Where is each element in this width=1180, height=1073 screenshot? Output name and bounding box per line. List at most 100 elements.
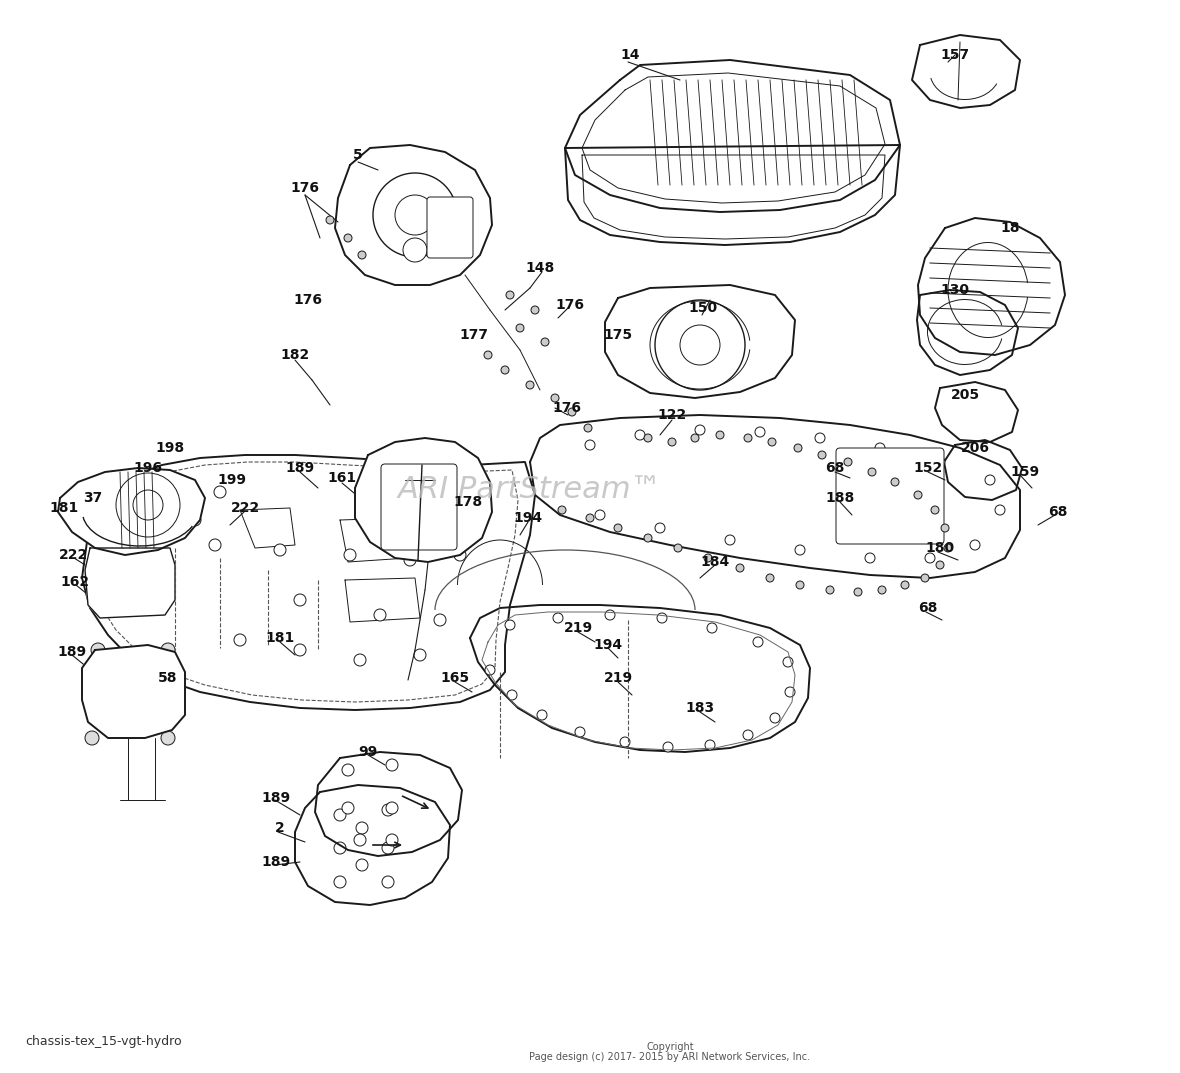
Text: 198: 198 [156, 441, 184, 455]
Text: 2: 2 [275, 821, 284, 835]
Circle shape [922, 574, 929, 582]
Circle shape [620, 737, 630, 747]
Polygon shape [335, 145, 492, 285]
Circle shape [294, 644, 306, 656]
Text: 189: 189 [286, 461, 315, 475]
Circle shape [644, 534, 653, 542]
Polygon shape [240, 508, 295, 548]
Polygon shape [85, 548, 175, 618]
Text: 199: 199 [217, 473, 247, 487]
Text: 219: 219 [603, 671, 632, 685]
Circle shape [925, 553, 935, 563]
Circle shape [794, 444, 802, 452]
Circle shape [485, 665, 494, 675]
Circle shape [274, 544, 286, 556]
Text: 194: 194 [594, 638, 623, 652]
Circle shape [345, 549, 356, 561]
Text: 183: 183 [686, 701, 715, 715]
Circle shape [691, 433, 699, 442]
Text: Page design (c) 2017- 2015 by ARI Network Services, Inc.: Page design (c) 2017- 2015 by ARI Networ… [530, 1052, 811, 1062]
Circle shape [484, 351, 492, 359]
Circle shape [674, 544, 682, 552]
Circle shape [970, 540, 981, 550]
Circle shape [356, 859, 368, 871]
Circle shape [507, 690, 517, 700]
Polygon shape [81, 645, 185, 738]
Text: 148: 148 [525, 261, 555, 275]
Circle shape [755, 427, 765, 437]
Polygon shape [565, 60, 900, 212]
Circle shape [844, 458, 852, 466]
Polygon shape [565, 145, 900, 245]
Text: 14: 14 [621, 48, 640, 62]
Circle shape [386, 802, 398, 814]
Circle shape [540, 338, 549, 346]
Circle shape [334, 842, 346, 854]
Circle shape [85, 731, 99, 745]
Text: 180: 180 [925, 541, 955, 555]
Circle shape [568, 408, 576, 416]
Text: 152: 152 [913, 461, 943, 475]
Circle shape [725, 535, 735, 545]
Circle shape [342, 764, 354, 776]
Text: 219: 219 [563, 621, 592, 635]
Text: 68: 68 [918, 601, 938, 615]
Circle shape [891, 477, 899, 486]
Circle shape [354, 834, 366, 846]
Circle shape [695, 425, 704, 435]
Circle shape [414, 649, 426, 661]
Circle shape [334, 876, 346, 888]
Circle shape [768, 438, 776, 446]
Circle shape [655, 523, 666, 533]
Circle shape [935, 457, 945, 467]
Circle shape [657, 613, 667, 623]
Circle shape [160, 731, 175, 745]
Text: 58: 58 [158, 671, 178, 685]
Circle shape [704, 740, 715, 750]
Circle shape [635, 430, 645, 440]
Circle shape [404, 238, 427, 262]
Circle shape [753, 637, 763, 647]
Circle shape [356, 822, 368, 834]
Text: chassis-tex_15-vgt-hydro: chassis-tex_15-vgt-hydro [25, 1035, 182, 1048]
Text: 150: 150 [688, 302, 717, 315]
Polygon shape [530, 415, 1020, 578]
Polygon shape [944, 440, 1022, 500]
Polygon shape [355, 438, 492, 562]
Text: 5: 5 [353, 148, 363, 162]
Text: 222: 222 [230, 501, 260, 515]
Text: 188: 188 [825, 491, 854, 505]
Polygon shape [345, 578, 420, 622]
Circle shape [506, 291, 514, 299]
Circle shape [668, 438, 676, 446]
Circle shape [784, 657, 793, 667]
Polygon shape [935, 382, 1018, 442]
Text: 165: 165 [440, 671, 470, 685]
Circle shape [902, 580, 909, 589]
Circle shape [704, 554, 712, 562]
Circle shape [334, 809, 346, 821]
Circle shape [766, 574, 774, 582]
Circle shape [386, 759, 398, 771]
Polygon shape [582, 155, 885, 239]
Circle shape [537, 710, 548, 720]
Text: 182: 182 [281, 348, 309, 362]
Text: 68: 68 [825, 461, 845, 475]
Polygon shape [605, 285, 795, 398]
Circle shape [575, 727, 585, 737]
Circle shape [116, 473, 181, 536]
Circle shape [914, 491, 922, 499]
Circle shape [374, 609, 386, 621]
Circle shape [716, 431, 725, 439]
Circle shape [818, 451, 826, 459]
Circle shape [707, 623, 717, 633]
Circle shape [614, 524, 622, 532]
Polygon shape [315, 752, 463, 856]
Circle shape [854, 588, 863, 596]
Text: 175: 175 [603, 328, 632, 342]
Text: 189: 189 [262, 791, 290, 805]
Circle shape [585, 440, 595, 450]
Text: 189: 189 [58, 645, 86, 659]
Text: 178: 178 [453, 495, 483, 509]
Circle shape [985, 475, 995, 485]
